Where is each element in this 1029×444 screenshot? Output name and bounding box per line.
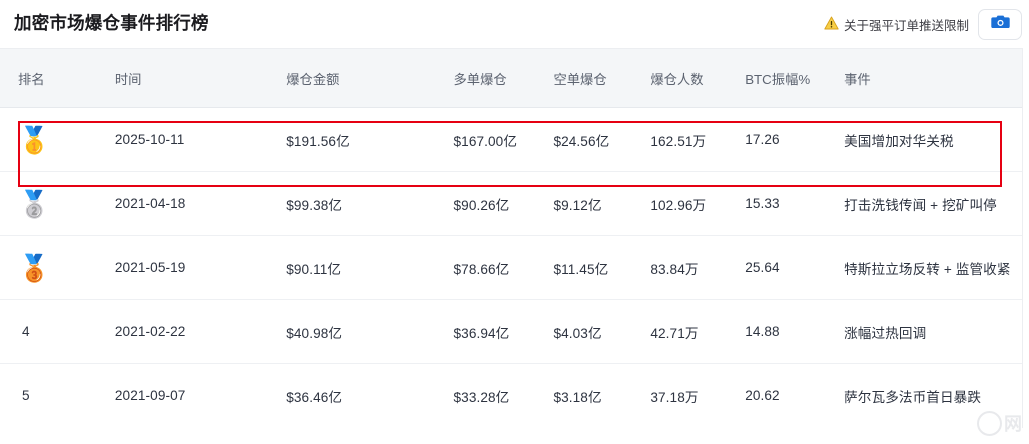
column-header-long[interactable]: 多单爆仓 (435, 48, 536, 108)
cell-amplitude: 17.26 (727, 107, 827, 172)
header-actions: 关于强平订单推送限制 (824, 8, 1022, 40)
rank-number: 5 (22, 388, 30, 404)
cell-short: $9.12亿 (535, 171, 633, 236)
cell-time: 2021-04-18 (96, 171, 269, 236)
column-header-rank[interactable]: 排名 (0, 48, 97, 108)
cell-amplitude: 14.88 (727, 299, 827, 364)
cell-time: 2021-09-07 (114, 388, 186, 404)
column-header-short[interactable]: 空单爆仓 (535, 48, 633, 108)
table-row[interactable]: 5 2021-09-07 $36.46亿 $33.28亿 $3.18亿 37.1… (0, 363, 1022, 428)
cell-people: 83.84万 (632, 235, 728, 300)
cell-amplitude: 15.33 (727, 171, 827, 236)
cell-rank: 🥈 (0, 171, 97, 236)
column-header-amount[interactable]: 爆仓金额 (268, 48, 436, 108)
cell-event: 特斯拉立场反转 + 监管收紧 (826, 235, 1022, 300)
screenshot-button[interactable] (978, 8, 1022, 40)
cell-amount: $99.38亿 (268, 171, 436, 236)
cell-long: $167.00亿 (435, 107, 536, 172)
cell-long: $90.26亿 (435, 171, 536, 236)
push-limit-notice-label: 关于强平订单推送限制 (843, 18, 969, 33)
table-body: 🥇 2025-10-11 $191.56亿 $167.00亿 $24.56亿 1… (0, 107, 1022, 428)
page-header: 加密市场爆仓事件排行榜 关于强平订单推送限制 (0, 0, 1029, 48)
cell-short: $11.45亿 (535, 235, 633, 300)
cell-event: 打击洗钱传闻 + 挖矿叫停 (826, 171, 1022, 236)
cell-amount: $90.11亿 (268, 235, 436, 300)
gold-medal-icon: 🥇 (18, 124, 51, 155)
cell-amount: $191.56亿 (268, 107, 436, 172)
cell-people: 162.51万 (632, 107, 728, 172)
table-head: 排名 时间 爆仓金额 多单爆仓 空单爆仓 爆仓人数 BTC振幅% 事件 (0, 48, 1022, 108)
rank-number: 4 (22, 324, 30, 339)
silver-medal-icon: 🥈 (18, 188, 51, 219)
page-title: 加密市场爆仓事件排行榜 (14, 13, 209, 34)
cell-time: 2021-02-22 (96, 299, 269, 364)
column-header-time[interactable]: 时间 (96, 48, 269, 108)
camera-icon (990, 14, 1010, 35)
cell-long: $36.94亿 (435, 299, 536, 364)
cell-short: $24.56亿 (535, 107, 633, 172)
cell-rank: 5 (0, 364, 97, 428)
cell-rank: 4 (0, 299, 97, 364)
cell-people: 42.71万 (632, 299, 728, 364)
cell-people: 37.18万 (650, 389, 699, 405)
cell-long: $78.66亿 (435, 235, 536, 300)
cell-people: 102.96万 (632, 171, 728, 236)
ranking-table-wrapper: 排名 时间 爆仓金额 多单爆仓 空单爆仓 爆仓人数 BTC振幅% 事件 🥇 20… (0, 48, 1023, 428)
table-row[interactable]: 4 2021-02-22 $40.98亿 $36.94亿 $4.03亿 42.7… (0, 299, 1022, 364)
push-limit-notice[interactable]: 关于强平订单推送限制 (824, 15, 969, 34)
cell-short: $4.03亿 (535, 299, 633, 364)
cell-event: 美国增加对华关税 (826, 107, 1022, 172)
cell-time: 2025-10-11 (96, 107, 269, 172)
cell-amplitude: 25.64 (727, 235, 827, 300)
cell-amplitude: 20.62 (745, 388, 780, 404)
column-header-people[interactable]: 爆仓人数 (632, 48, 728, 108)
cell-short: $3.18亿 (553, 389, 602, 405)
cell-rank: 🥇 (0, 107, 97, 172)
cell-rank: 🥉 (0, 235, 97, 300)
cell-amount: $40.98亿 (268, 299, 436, 364)
cell-amount: $36.46亿 (286, 389, 343, 405)
ranking-table: 排名 时间 爆仓金额 多单爆仓 空单爆仓 爆仓人数 BTC振幅% 事件 🥇 20… (0, 48, 1022, 428)
table-row[interactable]: 🥈 2021-04-18 $99.38亿 $90.26亿 $9.12亿 102.… (0, 171, 1022, 236)
bronze-medal-icon: 🥉 (18, 252, 51, 283)
column-header-event[interactable]: 事件 (826, 48, 1022, 108)
cell-event: 萨尔瓦多法币首日暴跌 (844, 389, 982, 405)
table-row[interactable]: 🥉 2021-05-19 $90.11亿 $78.66亿 $11.45亿 83.… (0, 235, 1022, 300)
warning-triangle-icon (824, 16, 839, 33)
cell-time: 2021-05-19 (96, 235, 269, 300)
table-header-row: 排名 时间 爆仓金额 多单爆仓 空单爆仓 爆仓人数 BTC振幅% 事件 (0, 48, 1022, 108)
cell-event: 涨幅过热回调 (826, 299, 1022, 364)
table-row[interactable]: 🥇 2025-10-11 $191.56亿 $167.00亿 $24.56亿 1… (0, 107, 1022, 172)
column-header-amplitude[interactable]: BTC振幅% (727, 48, 827, 108)
cell-long: $33.28亿 (453, 389, 510, 405)
